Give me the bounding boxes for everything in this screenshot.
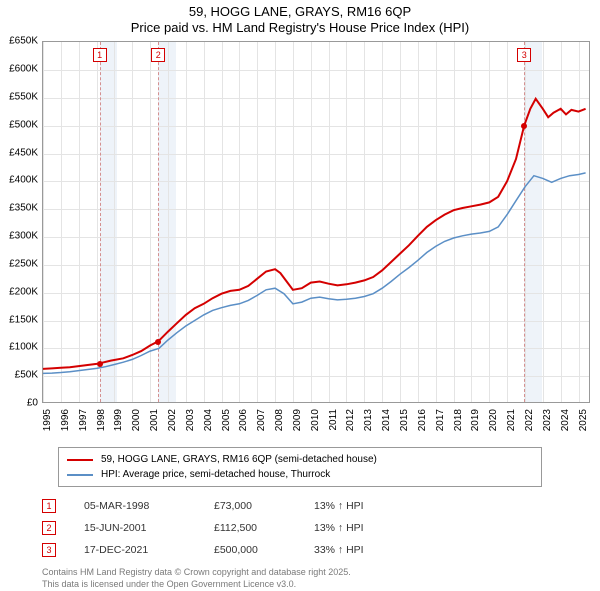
ytick-label: £250K: [0, 258, 38, 269]
ytick-label: £50K: [0, 370, 38, 381]
xtick-label: 2017: [435, 409, 446, 431]
legend-swatch-price: [67, 459, 93, 461]
xtick-label: 2000: [131, 409, 142, 431]
xtick-label: 2010: [310, 409, 321, 431]
sale-dot: [155, 339, 161, 345]
xtick-label: 2014: [381, 409, 392, 431]
xtick-label: 2002: [167, 409, 178, 431]
ytick-label: £500K: [0, 119, 38, 130]
title-block: 59, HOGG LANE, GRAYS, RM16 6QP Price pai…: [0, 0, 600, 35]
legend-row-hpi: HPI: Average price, semi-detached house,…: [67, 467, 533, 482]
xtick-label: 2009: [292, 409, 303, 431]
footer-line2: This data is licensed under the Open Gov…: [42, 579, 600, 591]
sales-marker-1: 1: [42, 499, 56, 513]
xtick-label: 2018: [453, 409, 464, 431]
sales-date: 05-MAR-1998: [84, 500, 214, 512]
xtick-label: 2023: [542, 409, 553, 431]
xtick-label: 1995: [42, 409, 53, 431]
sales-row: 3 17-DEC-2021 £500,000 33% ↑ HPI: [42, 539, 600, 561]
sales-delta: 33% ↑ HPI: [314, 544, 414, 556]
sale-marker-box: 2: [151, 48, 165, 62]
sales-marker-2: 2: [42, 521, 56, 535]
xtick-label: 2016: [417, 409, 428, 431]
xtick-label: 2001: [149, 409, 160, 431]
legend-label-hpi: HPI: Average price, semi-detached house,…: [101, 467, 330, 482]
ytick-label: £400K: [0, 175, 38, 186]
footer: Contains HM Land Registry data © Crown c…: [42, 567, 600, 590]
sale-marker-box: 3: [517, 48, 531, 62]
title-line1: 59, HOGG LANE, GRAYS, RM16 6QP: [0, 4, 600, 20]
xtick-label: 2019: [470, 409, 481, 431]
sales-table: 1 05-MAR-1998 £73,000 13% ↑ HPI 2 15-JUN…: [42, 495, 600, 561]
sales-delta: 13% ↑ HPI: [314, 522, 414, 534]
ytick-label: £350K: [0, 203, 38, 214]
ytick-label: £550K: [0, 91, 38, 102]
title-line2: Price paid vs. HM Land Registry's House …: [0, 20, 600, 36]
ytick-label: £100K: [0, 342, 38, 353]
xtick-label: 2013: [363, 409, 374, 431]
line-paths: [43, 42, 591, 404]
sales-row: 1 05-MAR-1998 £73,000 13% ↑ HPI: [42, 495, 600, 517]
sales-row: 2 15-JUN-2001 £112,500 13% ↑ HPI: [42, 517, 600, 539]
xtick-label: 1997: [78, 409, 89, 431]
chart-container: 59, HOGG LANE, GRAYS, RM16 6QP Price pai…: [0, 0, 600, 590]
sales-date: 15-JUN-2001: [84, 522, 214, 534]
xtick-label: 2011: [328, 409, 339, 431]
ytick-label: £450K: [0, 147, 38, 158]
ytick-label: £0: [0, 398, 38, 409]
legend-row-price: 59, HOGG LANE, GRAYS, RM16 6QP (semi-det…: [67, 452, 533, 467]
sale-dot: [97, 361, 103, 367]
xtick-label: 2021: [506, 409, 517, 431]
xtick-label: 2015: [399, 409, 410, 431]
chart-area: £0£50K£100K£150K£200K£250K£300K£350K£400…: [42, 41, 590, 403]
xtick-label: 2025: [578, 409, 589, 431]
plot-area: 1 2 3: [42, 41, 590, 403]
ytick-label: £150K: [0, 314, 38, 325]
xtick-label: 1998: [96, 409, 107, 431]
ytick-label: £600K: [0, 64, 38, 75]
xtick-label: 2005: [221, 409, 232, 431]
xtick-label: 2020: [488, 409, 499, 431]
sales-price: £112,500: [214, 522, 314, 534]
xtick-label: 1999: [113, 409, 124, 431]
sale-dot: [521, 123, 527, 129]
xtick-label: 2024: [560, 409, 571, 431]
sales-price: £73,000: [214, 500, 314, 512]
series-price_paid: [43, 99, 586, 369]
xtick-label: 2007: [256, 409, 267, 431]
sales-date: 17-DEC-2021: [84, 544, 214, 556]
sales-price: £500,000: [214, 544, 314, 556]
legend: 59, HOGG LANE, GRAYS, RM16 6QP (semi-det…: [58, 447, 542, 487]
xtick-label: 2003: [185, 409, 196, 431]
sales-marker-3: 3: [42, 543, 56, 557]
series-hpi: [43, 173, 586, 374]
xtick-label: 2012: [345, 409, 356, 431]
xtick-label: 2022: [524, 409, 535, 431]
ytick-label: £300K: [0, 231, 38, 242]
legend-swatch-hpi: [67, 474, 93, 476]
sales-delta: 13% ↑ HPI: [314, 500, 414, 512]
sale-marker-box: 1: [93, 48, 107, 62]
xtick-label: 2006: [238, 409, 249, 431]
ytick-label: £200K: [0, 286, 38, 297]
xtick-label: 2004: [203, 409, 214, 431]
xtick-label: 1996: [60, 409, 71, 431]
legend-label-price: 59, HOGG LANE, GRAYS, RM16 6QP (semi-det…: [101, 452, 377, 467]
xtick-label: 2008: [274, 409, 285, 431]
footer-line1: Contains HM Land Registry data © Crown c…: [42, 567, 600, 579]
ytick-label: £650K: [0, 36, 38, 47]
